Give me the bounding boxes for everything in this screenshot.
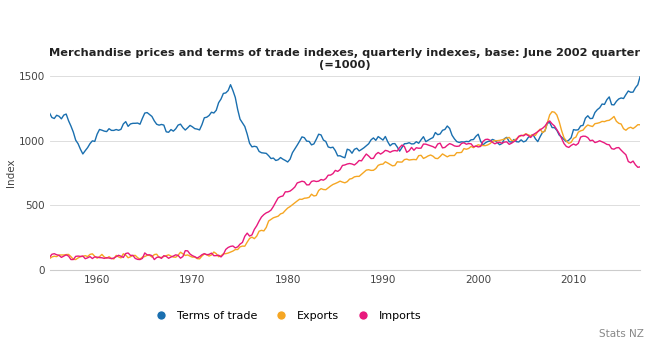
Text: Stats NZ: Stats NZ: [599, 329, 644, 339]
Title: Merchandise prices and terms of trade indexes, quarterly indexes, base: June 200: Merchandise prices and terms of trade in…: [50, 48, 640, 70]
Y-axis label: Index: Index: [6, 159, 16, 187]
Legend: Terms of trade, Exports, Imports: Terms of trade, Exports, Imports: [145, 307, 426, 325]
